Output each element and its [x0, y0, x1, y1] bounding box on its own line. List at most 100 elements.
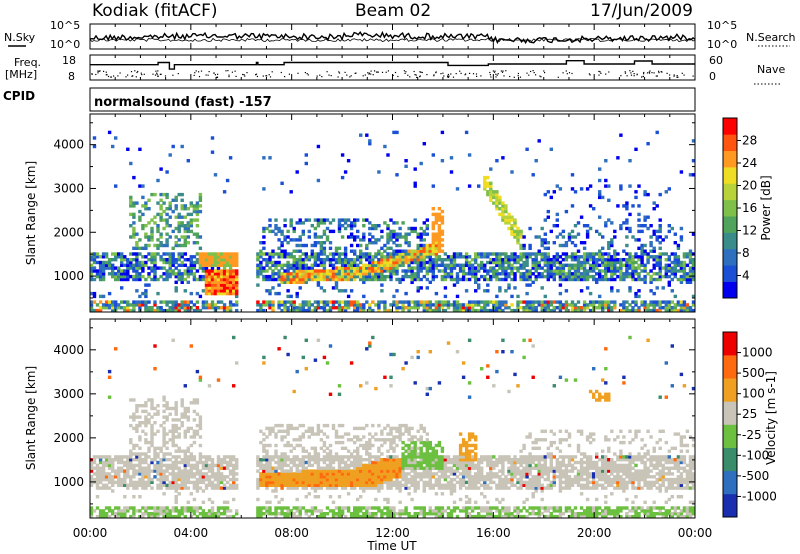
velocity-cell — [383, 497, 387, 502]
power-cell — [138, 294, 142, 299]
power-cell — [101, 263, 106, 267]
velocity-cell — [129, 466, 133, 470]
velocity-cell — [371, 483, 375, 487]
power-cell — [207, 260, 212, 265]
power-cell — [646, 215, 650, 219]
velocity-cell — [180, 398, 184, 402]
power-cell — [150, 269, 154, 273]
power-cell — [552, 274, 556, 279]
power-cell — [171, 300, 175, 304]
power-cell — [328, 306, 333, 310]
velocity-cell — [298, 460, 302, 465]
velocity-cell — [156, 412, 160, 416]
power-cell — [458, 269, 463, 273]
power-cell — [334, 252, 339, 256]
velocity-cell — [198, 423, 203, 428]
velocity-cell — [262, 463, 266, 468]
velocity-cell — [92, 460, 97, 465]
velocity-cell — [325, 475, 330, 479]
power-cell — [564, 277, 569, 282]
velocity-cell — [92, 455, 97, 459]
power-cell — [174, 300, 178, 304]
velocity-cell — [180, 401, 184, 405]
power-cell — [425, 277, 429, 282]
velocity-cell — [292, 514, 296, 519]
power-cell — [153, 269, 157, 273]
power-cell — [225, 277, 230, 282]
power-cell — [153, 277, 157, 282]
power-cell — [334, 274, 339, 279]
power-cell — [319, 300, 324, 304]
power-cell — [552, 306, 556, 310]
velocity-cell — [295, 455, 299, 459]
power-cell — [101, 277, 106, 282]
power-cell — [474, 308, 478, 313]
velocity-cell — [262, 469, 266, 473]
power-cell — [213, 252, 218, 256]
velocity-cell — [159, 449, 163, 453]
velocity-cell — [138, 483, 142, 487]
velocity-cell — [129, 455, 133, 459]
power-cell — [585, 252, 590, 256]
power-cell — [268, 252, 272, 256]
power-cell — [325, 274, 330, 279]
velocity-cell — [265, 483, 269, 487]
power-cell — [413, 306, 417, 310]
velocity-cell — [159, 512, 163, 516]
power-cell — [274, 252, 278, 256]
power-cell — [625, 243, 629, 248]
power-cell — [204, 286, 209, 290]
power-cell — [443, 269, 448, 273]
power-cell — [277, 260, 281, 265]
power-cell — [307, 266, 311, 270]
power-cell — [268, 260, 272, 265]
power-cell — [425, 226, 429, 231]
power-cell — [147, 308, 151, 313]
power-cell — [607, 277, 611, 282]
velocity-cell — [171, 477, 175, 482]
power-cell — [114, 184, 118, 188]
power-cell — [325, 269, 330, 273]
velocity-cell — [162, 432, 166, 436]
power-cell — [289, 238, 293, 242]
power-cell — [129, 224, 133, 228]
power-cell — [691, 303, 696, 307]
velocity-cell — [117, 469, 121, 473]
power-cell — [322, 263, 327, 267]
power-cell — [353, 218, 357, 222]
power-cell — [356, 269, 360, 273]
power-cell — [92, 308, 97, 313]
power-cell — [422, 252, 426, 256]
power-cell — [549, 269, 553, 273]
velocity-cell — [337, 514, 342, 519]
velocity-cell — [337, 506, 342, 510]
power-cell — [419, 300, 423, 304]
power-cell — [525, 255, 529, 259]
velocity-cell — [313, 486, 318, 490]
nave-dot — [447, 73, 449, 76]
power-cell — [165, 195, 169, 200]
velocity-cell — [235, 466, 239, 470]
velocity-cell — [295, 443, 299, 448]
power-cell — [604, 184, 608, 188]
velocity-cell — [356, 477, 360, 482]
velocity-cell — [171, 418, 175, 422]
velocity-cell — [292, 463, 296, 468]
velocity-cell — [292, 486, 296, 490]
power-cell — [392, 235, 396, 239]
power-cell — [180, 280, 184, 284]
power-cell — [141, 303, 145, 307]
power-cell — [528, 255, 532, 259]
power-cell — [207, 263, 212, 267]
velocity-cell — [319, 514, 324, 519]
power-cell — [356, 303, 360, 307]
power-cell — [277, 238, 281, 242]
power-cell — [516, 258, 520, 262]
nave-dot — [208, 71, 210, 73]
power-cell — [168, 269, 172, 273]
power-cell — [522, 246, 526, 250]
velocity-cell — [280, 455, 284, 459]
power-cell — [210, 274, 215, 279]
velocity-cell — [129, 475, 133, 479]
power-cell — [195, 258, 200, 262]
